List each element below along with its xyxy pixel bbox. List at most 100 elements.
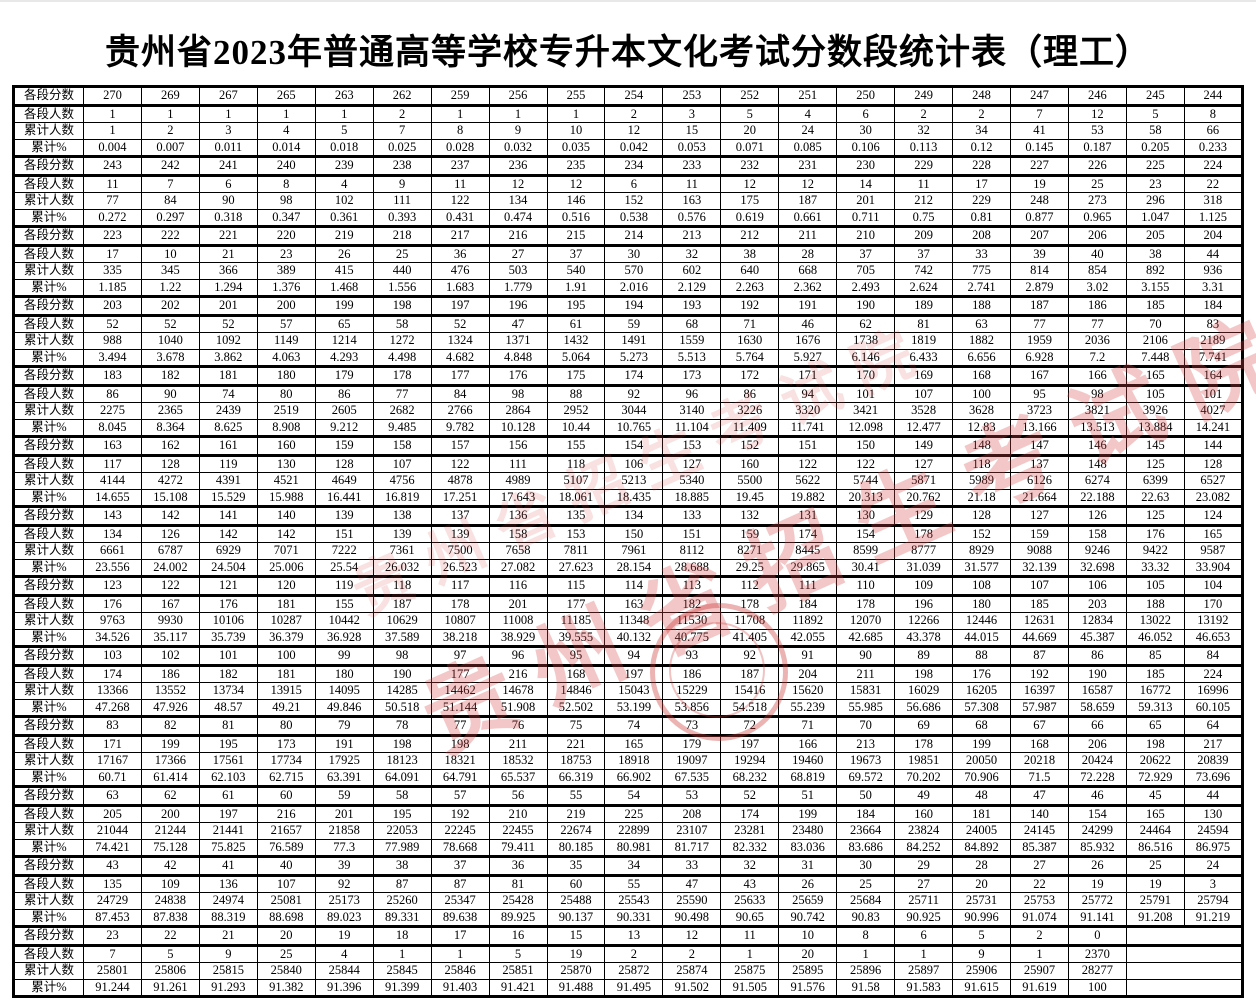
cum-pct-cell: 18.885 xyxy=(662,488,722,507)
cum-pct-cell: 0.272 xyxy=(83,208,142,227)
count-cell: 32 xyxy=(662,244,722,263)
score-cell: 111 xyxy=(778,575,838,597)
row-label-score: 各段分数 xyxy=(13,575,84,597)
cumulative-row: 累计人数 1 2 3 4 5 7 8 9 10 12 15 20 24 30 32 34 41 53 58 66 xyxy=(13,122,1244,140)
cum-pct-cell: 1.047 xyxy=(1125,208,1185,227)
cum-pct-cell: 63.391 xyxy=(314,768,374,787)
count-cell: 168 xyxy=(1010,734,1069,753)
cum-pct-cell: 34.526 xyxy=(83,628,142,647)
cum-pct-cell: 0.711 xyxy=(836,208,896,227)
score-cell: 262 xyxy=(372,85,432,107)
score-cell: 188 xyxy=(952,295,1011,317)
count-cell: 208 xyxy=(662,804,722,823)
score-cell: 62 xyxy=(140,785,200,807)
cumulative-cell: 11185 xyxy=(546,612,606,630)
cumulative-cell: 8445 xyxy=(778,542,838,560)
cum-pct-cell: 8.364 xyxy=(140,418,200,437)
count-row: 各段人数 176 167 176 181 155 187 178 201 177 163 182 178… xyxy=(13,594,1244,613)
count-cell: 25 xyxy=(372,244,432,263)
score-cell: 43 xyxy=(83,855,142,877)
cumulative-cell: 15 xyxy=(662,122,722,140)
row-label-count: 各段人数 xyxy=(13,454,84,473)
score-cell: 22 xyxy=(140,925,200,947)
cumulative-cell: 1819 xyxy=(894,332,954,350)
count-cell: 1 xyxy=(198,104,258,123)
count-cell: 163 xyxy=(604,594,664,613)
score-cell: 89 xyxy=(894,645,954,667)
count-cell: 195 xyxy=(372,804,432,823)
cum-pct-cell: 3.02 xyxy=(1067,278,1127,297)
cum-pct-cell: 18.435 xyxy=(604,488,664,507)
cum-pct-cell: 28.688 xyxy=(662,558,722,577)
count-cell: 107 xyxy=(372,454,432,473)
cum-pct-cell: 67.535 xyxy=(662,768,722,787)
row-label-score: 各段分数 xyxy=(13,85,84,107)
cum-pct-cell: 71.5 xyxy=(1010,768,1069,787)
cum-pct-cell: 18.061 xyxy=(546,488,606,507)
score-cell: 155 xyxy=(546,435,606,457)
score-cell: 31 xyxy=(778,855,838,877)
cum-pct-cell: 5.064 xyxy=(546,348,606,367)
cumulative-cell: 16996 xyxy=(1183,682,1244,700)
cum-pct-cell: 60.105 xyxy=(1183,698,1244,717)
cumulative-cell: 273 xyxy=(1067,192,1127,210)
cum-pct-cell: 14.241 xyxy=(1183,418,1244,437)
cumulative-cell: 1371 xyxy=(488,332,548,350)
cum-pct-cell: 23.556 xyxy=(83,558,142,577)
cumulative-cell: 248 xyxy=(1010,192,1069,210)
count-cell: 25 xyxy=(836,874,896,893)
cum-pct-cell: 91.615 xyxy=(952,978,1011,997)
cumulative-cell: 102 xyxy=(314,192,374,210)
score-cell: 26 xyxy=(1067,855,1127,877)
cum-pct-cell: 35.739 xyxy=(198,628,258,647)
score-cell: 35 xyxy=(546,855,606,877)
count-cell: 167 xyxy=(140,594,200,613)
count-cell: 87 xyxy=(430,874,490,893)
cumulative-cell: 7222 xyxy=(314,542,374,560)
cum-pct-cell: 2.362 xyxy=(778,278,838,297)
cum-pct-cell: 15.529 xyxy=(198,488,258,507)
cum-pct-cell: 49.21 xyxy=(256,698,316,717)
cum-pct-cell: 48.57 xyxy=(198,698,258,717)
cum-pct-cell: 26.032 xyxy=(372,558,432,577)
cum-pct-cell: 10.44 xyxy=(546,418,606,437)
cum-pct-row: 累计% 14.655 15.108 15.529 15.988 16.441 16.819 1… xyxy=(13,488,1244,507)
cumulative-cell: 988 xyxy=(83,332,142,350)
cumulative-cell: 24005 xyxy=(952,822,1011,840)
cumulative-cell: 25488 xyxy=(546,892,606,910)
score-cell: 37 xyxy=(430,855,490,877)
score-cell: 153 xyxy=(662,435,722,457)
cum-pct-cell: 7.2 xyxy=(1067,348,1127,367)
score-cell: 232 xyxy=(720,155,780,177)
score-cell: 54 xyxy=(604,785,664,807)
cumulative-cell: 14678 xyxy=(488,682,548,700)
score-cell: 96 xyxy=(488,645,548,667)
cumulative-cell: 440 xyxy=(372,262,432,280)
cumulative-cell: 24838 xyxy=(140,892,200,910)
cum-pct-cell: 66.319 xyxy=(546,768,606,787)
count-cell: 122 xyxy=(430,454,490,473)
cumulative-cell: 3723 xyxy=(1010,402,1069,420)
cum-pct-row: 累计% 60.71 61.414 62.103 62.715 63.391 64.091 64… xyxy=(13,768,1244,787)
cum-pct-cell: 16.819 xyxy=(372,488,432,507)
cumulative-cell: 11530 xyxy=(662,612,722,630)
cum-pct-cell: 13.884 xyxy=(1125,418,1185,437)
score-cell: 45 xyxy=(1125,785,1185,807)
cumulative-row: 累计人数 988 1040 1092 1149 1214 1272 1324 1371 1432 1… xyxy=(13,332,1244,350)
score-cell: 228 xyxy=(952,155,1011,177)
cumulative-cell: 1882 xyxy=(952,332,1011,350)
score-cell: 211 xyxy=(778,225,838,247)
cum-pct-cell: 78.668 xyxy=(430,838,490,857)
score-cell: 92 xyxy=(720,645,780,667)
score-cell: 113 xyxy=(662,575,722,597)
score-cell: 123 xyxy=(83,575,142,597)
score-cell: 141 xyxy=(198,505,258,527)
cumulative-cell: 2952 xyxy=(546,402,606,420)
cum-pct-cell: 86.516 xyxy=(1125,838,1185,857)
cum-pct-cell: 40.775 xyxy=(662,628,722,647)
cumulative-cell: 10629 xyxy=(372,612,432,630)
score-cell: 55 xyxy=(546,785,606,807)
cumulative-cell: 6126 xyxy=(1010,472,1069,490)
score-cell: 168 xyxy=(952,365,1011,387)
score-cell: 207 xyxy=(1010,225,1069,247)
